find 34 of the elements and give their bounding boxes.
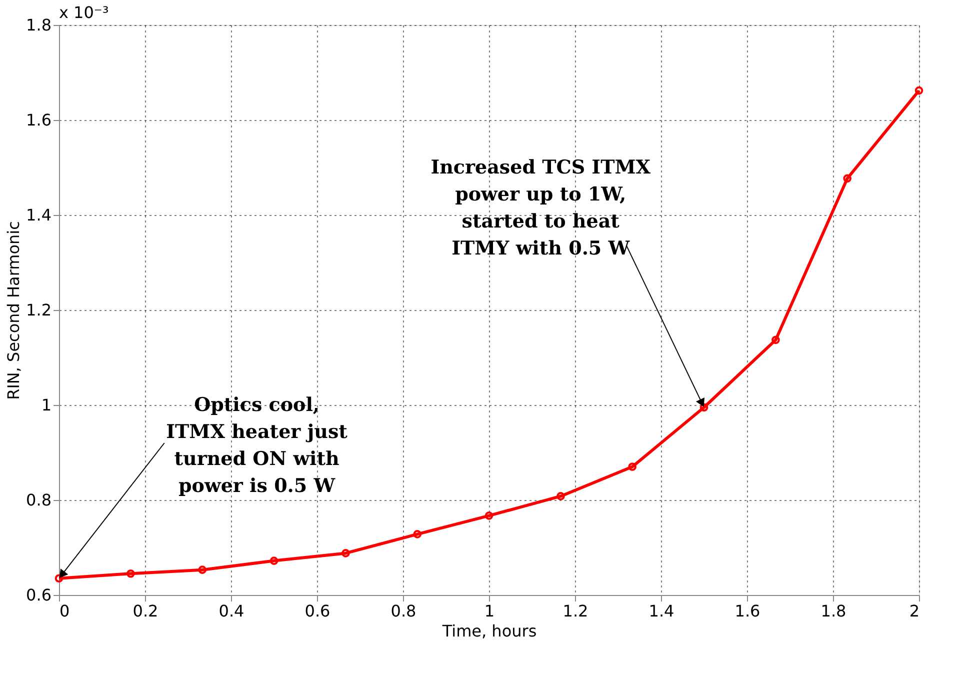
x-tick-label: 1 [484, 602, 495, 620]
y-tick-label: 0.8 [26, 490, 52, 510]
y-tick-label: 1.4 [26, 206, 52, 224]
point [198, 566, 206, 574]
point [270, 556, 278, 565]
x-tick-label: 0.6 [304, 602, 330, 620]
point [772, 336, 780, 344]
point [843, 174, 852, 183]
y-tick-label: 1.2 [26, 300, 52, 320]
y-tick-label: 1 [41, 396, 52, 414]
x-tick-label: 0.4 [218, 602, 244, 620]
annotation: Optics cool, ITMX heater just turned ON with power is 0.5 W [166, 394, 348, 497]
y-tick-label: 1.8 [26, 16, 52, 34]
x-tick-label: 0 [60, 602, 70, 620]
point [413, 530, 422, 538]
x-tick-label: 2 [909, 602, 920, 620]
y-tick-label: 0.6 [26, 586, 52, 604]
point [700, 403, 708, 412]
annotation: Increased TCS ITMX power up to 1W, started to heat ITMY with 0.5 W [430, 156, 651, 260]
x-tick-label: 0.8 [390, 602, 416, 620]
x-axis-title: Time, hours [441, 622, 537, 640]
x-tick-label: 1.2 [562, 602, 588, 620]
x-tick-label: 1.6 [734, 602, 760, 620]
y-axis-title: RIN, Second Harmonic [4, 221, 24, 400]
point [126, 569, 135, 578]
text: x 10⁻³ [59, 3, 109, 22]
x-tick-label: 0.2 [132, 602, 158, 620]
x-tick-label: 1.8 [820, 602, 846, 620]
x-tick-label: 1.4 [648, 602, 674, 620]
point [484, 512, 494, 520]
point [556, 492, 565, 500]
point [628, 462, 636, 471]
point [342, 549, 350, 558]
y-tick-label: 1.6 [26, 110, 52, 130]
